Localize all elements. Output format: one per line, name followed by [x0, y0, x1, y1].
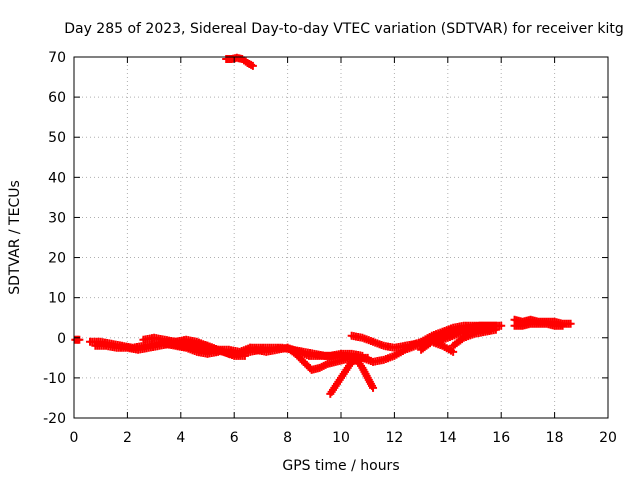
x-tick-label: 8 [283, 430, 292, 446]
y-tick-label: 40 [48, 170, 66, 186]
x-tick-label: 12 [385, 430, 403, 446]
y-tick-label: 20 [48, 251, 66, 267]
tick-marks [73, 56, 609, 419]
x-tick-label: 20 [599, 430, 617, 446]
series-arc16 [510, 319, 567, 330]
data-series [71, 53, 575, 398]
series-high [222, 53, 257, 70]
y-tick-label: 50 [48, 130, 66, 146]
chart-title: Day 285 of 2023, Sidereal Day-to-day VTE… [64, 21, 624, 37]
y-tick-label: 30 [48, 210, 66, 226]
y-axis-label: SDTVAR / TECUs [7, 180, 23, 295]
series-arc4 [160, 339, 223, 358]
series-arc14 [449, 325, 500, 350]
series-arc7 [283, 343, 356, 374]
x-tick-label: 4 [176, 430, 185, 446]
y-tick-label: -10 [43, 371, 66, 387]
data-point [75, 335, 84, 344]
x-tick-label: 10 [332, 430, 350, 446]
data-point [566, 319, 575, 328]
y-tick-label: 10 [48, 291, 66, 307]
x-tick-label: 18 [546, 430, 564, 446]
tick-labels: 0 2 4 6 8 10 12 14 16 18 20 -20 -10 0 10 20 30 40 50 60 70 [43, 50, 617, 446]
x-tick-label: 6 [230, 430, 239, 446]
x-tick-label: 14 [439, 430, 457, 446]
x-tick-label: 0 [70, 430, 79, 446]
series-arc11 [406, 321, 500, 350]
x-tick-label: 16 [492, 430, 510, 446]
data-point [248, 61, 257, 70]
y-tick-label: 60 [48, 90, 66, 106]
data-point [369, 383, 378, 392]
data-point [558, 321, 567, 330]
x-tick-label: 2 [123, 430, 132, 446]
y-tick-label: -20 [43, 411, 66, 427]
data-point [491, 325, 500, 334]
data-point [240, 351, 249, 360]
series-arc8 [326, 355, 378, 398]
y-tick-label: 0 [57, 331, 66, 347]
x-axis-label: GPS time / hours [282, 458, 399, 474]
y-tick-label: 70 [48, 50, 66, 66]
data-point [214, 347, 223, 356]
